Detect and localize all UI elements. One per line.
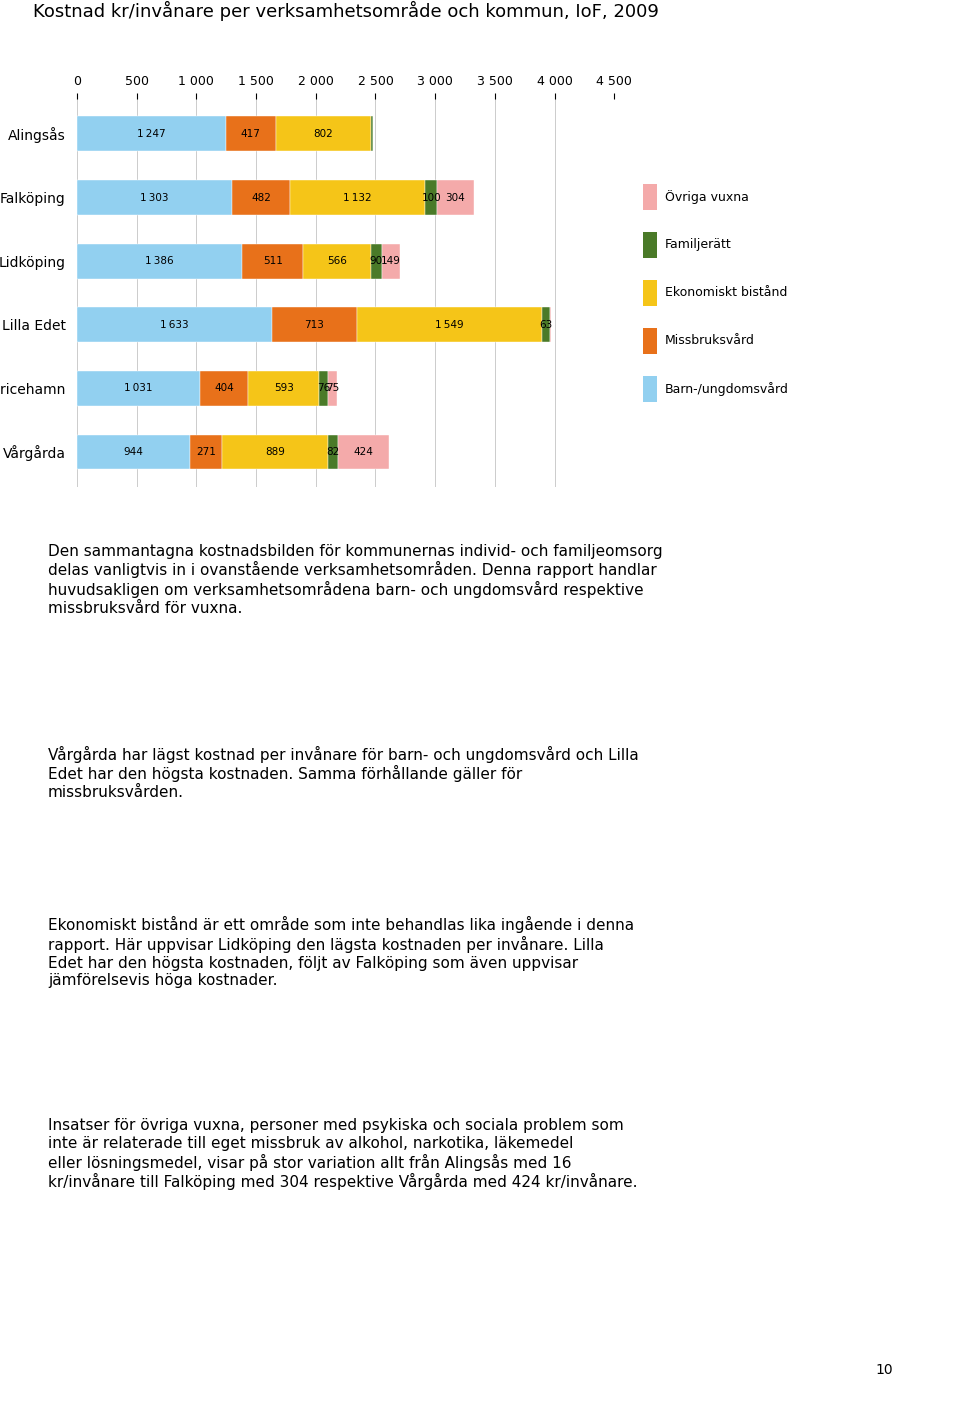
Text: 75: 75 — [326, 384, 339, 394]
Text: 417: 417 — [241, 128, 260, 138]
Bar — [77, 308, 272, 342]
Bar — [303, 244, 372, 278]
Bar — [550, 308, 551, 342]
Bar — [77, 371, 200, 405]
Bar — [357, 308, 542, 342]
Text: Insatser för övriga vuxna, personer med psykiska och sociala problem som
inte är: Insatser för övriga vuxna, personer med … — [48, 1118, 637, 1190]
Text: 482: 482 — [252, 192, 271, 202]
Bar — [249, 371, 319, 405]
Bar — [222, 435, 328, 469]
Bar — [232, 181, 290, 215]
Bar — [328, 371, 337, 405]
Bar — [382, 244, 399, 278]
Text: 424: 424 — [353, 448, 373, 457]
Text: Den sammantagna kostnadsbilden för kommunernas individ- och familjeomsorg
delas : Den sammantagna kostnadsbilden för kommu… — [48, 544, 662, 616]
Text: 1 031: 1 031 — [124, 384, 153, 394]
Text: 889: 889 — [265, 448, 285, 457]
Bar — [319, 371, 328, 405]
Bar — [542, 308, 550, 342]
Bar — [272, 308, 357, 342]
Text: 10: 10 — [876, 1363, 893, 1377]
Text: 90: 90 — [370, 256, 383, 267]
Text: 1 386: 1 386 — [145, 256, 174, 267]
Bar — [437, 181, 473, 215]
Bar — [77, 435, 189, 469]
Text: 944: 944 — [123, 448, 143, 457]
Text: Familjerätt: Familjerätt — [664, 239, 732, 251]
Text: 76: 76 — [317, 384, 330, 394]
Bar — [200, 371, 249, 405]
Text: 82: 82 — [326, 448, 340, 457]
Text: 149: 149 — [381, 256, 400, 267]
Bar — [189, 435, 222, 469]
Bar — [77, 244, 242, 278]
Bar — [372, 244, 382, 278]
Text: 1 132: 1 132 — [344, 192, 372, 202]
Text: 63: 63 — [540, 319, 553, 330]
Text: Ekonomiskt bistånd är ett område som inte behandlas lika ingående i denna
rappor: Ekonomiskt bistånd är ett område som int… — [48, 916, 635, 988]
Bar — [242, 244, 303, 278]
Text: Barn-/ungdomsvård: Barn-/ungdomsvård — [664, 383, 788, 395]
Bar — [77, 117, 226, 151]
Text: Missbruksvård: Missbruksvård — [664, 335, 755, 347]
Bar — [328, 435, 338, 469]
Bar — [338, 435, 389, 469]
Text: Ekonomiskt bistånd: Ekonomiskt bistånd — [664, 287, 787, 299]
Text: 271: 271 — [196, 448, 216, 457]
Bar — [290, 181, 425, 215]
Bar — [372, 117, 373, 151]
Bar — [425, 181, 437, 215]
Text: Vårgårda har lägst kostnad per invånare för barn- och ungdomsvård och Lilla
Edet: Vårgårda har lägst kostnad per invånare … — [48, 746, 638, 799]
Text: 593: 593 — [274, 384, 294, 394]
Text: 566: 566 — [327, 256, 348, 267]
Text: Övriga vuxna: Övriga vuxna — [664, 191, 749, 203]
Text: 304: 304 — [445, 192, 466, 202]
Text: Kostnad kr/invånare per verksamhetsområde och kommun, IoF, 2009: Kostnad kr/invånare per verksamhetsområd… — [33, 1, 659, 21]
Bar — [226, 117, 276, 151]
Text: 404: 404 — [214, 384, 234, 394]
Bar — [276, 117, 372, 151]
Text: 1 247: 1 247 — [137, 128, 165, 138]
Text: 713: 713 — [304, 319, 324, 330]
Text: 511: 511 — [263, 256, 283, 267]
Text: 1 633: 1 633 — [160, 319, 189, 330]
Text: 1 549: 1 549 — [435, 319, 464, 330]
Text: 1 303: 1 303 — [140, 192, 169, 202]
Text: 100: 100 — [421, 192, 441, 202]
Text: 802: 802 — [314, 128, 333, 138]
Bar — [77, 181, 232, 215]
